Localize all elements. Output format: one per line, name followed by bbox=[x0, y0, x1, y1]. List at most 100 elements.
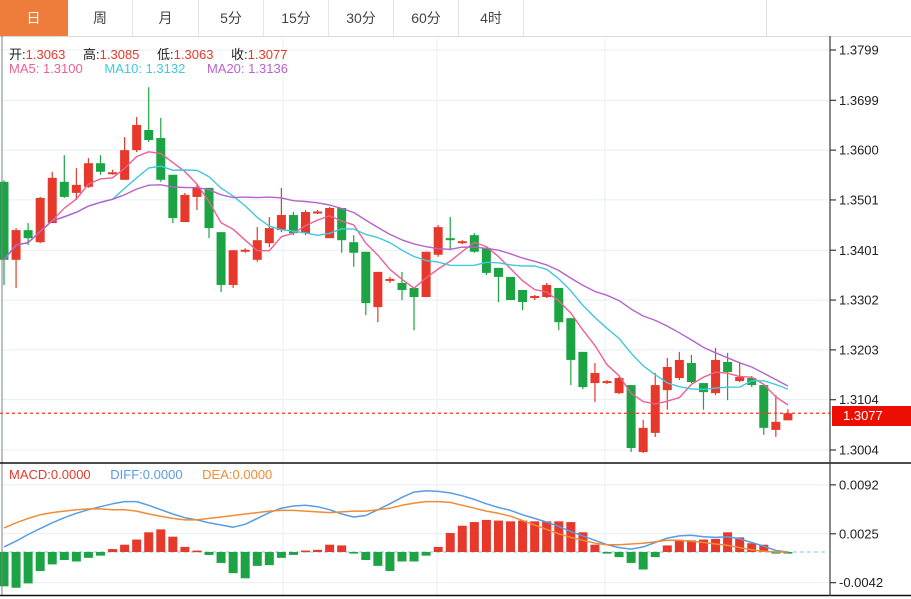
gridlines bbox=[2, 36, 830, 595]
macd-bar bbox=[530, 521, 540, 552]
dea-label: DEA: bbox=[202, 467, 233, 482]
candle-body bbox=[711, 359, 721, 394]
macd-bar bbox=[288, 552, 298, 555]
candle-body bbox=[626, 385, 636, 448]
candle-body bbox=[409, 287, 419, 298]
macd-bar bbox=[686, 540, 696, 552]
macd-bar bbox=[47, 552, 57, 565]
tab-week[interactable]: 周 bbox=[68, 0, 133, 36]
macd-histogram bbox=[0, 519, 793, 588]
macd-bar bbox=[590, 544, 600, 552]
macd-bar bbox=[349, 552, 359, 554]
macd-bar bbox=[168, 536, 178, 552]
candle-body bbox=[23, 230, 33, 239]
candle-body bbox=[216, 232, 226, 285]
candle-body bbox=[325, 207, 335, 239]
low-label: 低: bbox=[157, 47, 174, 62]
macd-bar bbox=[481, 519, 491, 552]
y-axis-label: 1.3203 bbox=[839, 342, 879, 357]
macd-bar bbox=[626, 552, 636, 563]
tab-day[interactable]: 日 bbox=[0, 0, 68, 36]
dea-line bbox=[3, 500, 788, 553]
y-axis-label: 1.3600 bbox=[839, 143, 879, 158]
open-label: 开: bbox=[9, 47, 26, 62]
macd-bar bbox=[771, 552, 781, 554]
macd-bar bbox=[71, 552, 81, 562]
macd-bar bbox=[156, 529, 166, 552]
candle-body bbox=[180, 194, 190, 223]
candle-body bbox=[349, 242, 359, 253]
candle-body bbox=[397, 282, 407, 290]
candle-body bbox=[614, 378, 624, 394]
macd-bar bbox=[469, 522, 479, 552]
macd-bar bbox=[735, 537, 745, 552]
close-label: 收: bbox=[231, 47, 248, 62]
candle-body bbox=[469, 235, 479, 252]
ma5-label: MA5: bbox=[9, 61, 40, 76]
candle-body bbox=[47, 177, 57, 224]
diff-line bbox=[3, 489, 788, 553]
candle-body bbox=[723, 361, 733, 373]
macd-bar bbox=[35, 552, 45, 571]
macd-bar bbox=[638, 552, 648, 570]
ma5-line bbox=[3, 151, 789, 406]
high-label: 高: bbox=[83, 47, 100, 62]
macd-bar bbox=[554, 521, 564, 552]
y-axis-label: 1.3302 bbox=[839, 293, 879, 308]
macd-bar bbox=[783, 552, 793, 554]
macd-bar bbox=[723, 532, 733, 552]
ma10-value: 1.3132 bbox=[145, 61, 186, 76]
macd-bar bbox=[650, 552, 660, 558]
y-axis-label: 1.3501 bbox=[839, 192, 879, 207]
candle-body bbox=[83, 163, 93, 187]
macd-bar bbox=[313, 549, 323, 552]
tab-4hour[interactable]: 4时 bbox=[459, 0, 524, 36]
low-value: 1.3063 bbox=[173, 47, 214, 62]
candle-body bbox=[361, 251, 371, 304]
tab-5min[interactable]: 5分 bbox=[199, 0, 264, 36]
candle-body bbox=[602, 381, 612, 384]
macd-bar bbox=[518, 520, 528, 552]
candle-body bbox=[168, 174, 178, 219]
tab-60min[interactable]: 60分 bbox=[394, 0, 459, 36]
candle-body bbox=[71, 184, 81, 193]
candle-body bbox=[337, 207, 347, 241]
tab-15min[interactable]: 15分 bbox=[264, 0, 329, 36]
ma5-value: 1.3100 bbox=[42, 61, 83, 76]
candle-body bbox=[650, 385, 660, 433]
macd-bar bbox=[421, 552, 431, 556]
macd-bar bbox=[59, 552, 69, 561]
candle-body bbox=[35, 197, 45, 243]
candle-body bbox=[59, 181, 69, 197]
macd-bar bbox=[397, 552, 407, 562]
macd-bar bbox=[264, 552, 274, 566]
macd-bar bbox=[11, 552, 21, 588]
candle-body bbox=[288, 215, 298, 234]
candlestick-series bbox=[0, 87, 793, 454]
candle-body bbox=[686, 362, 696, 383]
macd-bar bbox=[108, 549, 118, 552]
current-price-tag: 1.3077 bbox=[832, 406, 911, 426]
macd-bar bbox=[759, 544, 769, 552]
candle-body bbox=[421, 251, 431, 298]
macd-bar bbox=[252, 552, 262, 566]
ohlc-legend: 开:1.3063 高:1.3085 低:1.3063 收:1.3077 bbox=[9, 44, 301, 63]
ma-legend: MA5: 1.3100 MA10: 1.3132 MA20: 1.3136 bbox=[9, 61, 302, 76]
tab-30min[interactable]: 30分 bbox=[329, 0, 394, 36]
chart-canvas[interactable]: 1.3799 1.3699 1.3600 1.3501 1.3401 1.3302 1.32… bbox=[0, 36, 911, 599]
candle-body bbox=[264, 228, 274, 244]
close-value: 1.3077 bbox=[247, 47, 288, 62]
y-axis-label: 1.3699 bbox=[839, 93, 879, 108]
candle-body bbox=[276, 215, 286, 231]
open-value: 1.3063 bbox=[25, 47, 66, 62]
macd-bar bbox=[337, 545, 347, 552]
candle-body bbox=[156, 138, 166, 180]
candle-body bbox=[228, 250, 238, 285]
diff-label: DIFF: bbox=[110, 467, 143, 482]
macd-label: MACD: bbox=[9, 467, 51, 482]
macd-value: 0.0000 bbox=[50, 467, 91, 482]
candle-body bbox=[662, 366, 672, 391]
candle-body bbox=[638, 427, 648, 453]
tab-month[interactable]: 月 bbox=[133, 0, 199, 36]
